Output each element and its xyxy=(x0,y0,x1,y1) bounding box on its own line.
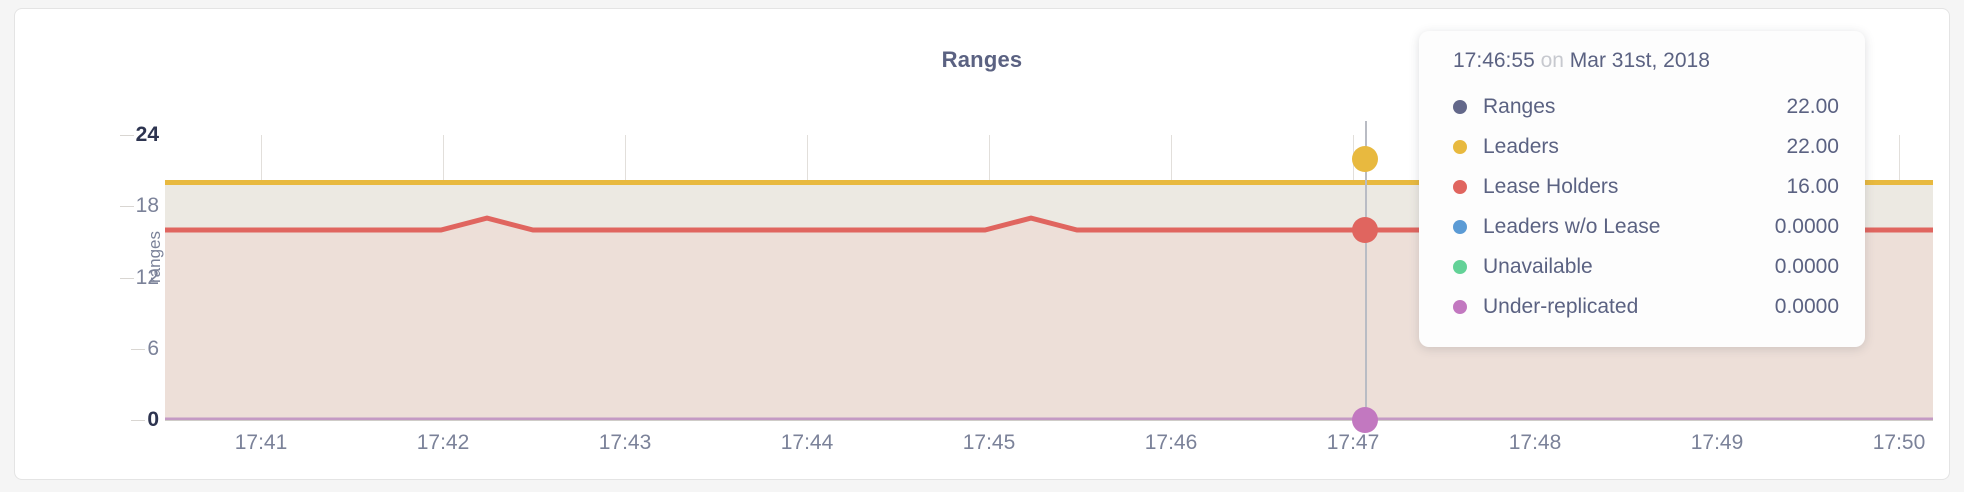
tooltip-on-word: on xyxy=(1540,49,1564,72)
x-tick-label: 17:44 xyxy=(780,431,834,454)
tooltip-series-value: 22.00 xyxy=(1786,95,1839,118)
page-title: Ranges xyxy=(941,47,1023,72)
series-color-dot-icon xyxy=(1453,100,1467,114)
tooltip-series-value: 16.00 xyxy=(1786,175,1839,198)
y-tick-label: 18 xyxy=(119,194,159,218)
tooltip-row: Leaders w/o Lease 0.0000 xyxy=(1453,207,1839,247)
y-tick-label: 6 xyxy=(131,337,159,361)
tooltip-series-label: Leaders xyxy=(1483,135,1559,158)
y-axis-label: ranges xyxy=(145,231,164,283)
series-color-dot-icon xyxy=(1453,300,1467,314)
series-color-dot-icon xyxy=(1453,220,1467,234)
hover-tooltip: 17:46:55 on Mar 31st, 2018 Ranges 22.00 Le… xyxy=(1419,31,1865,347)
x-tick-label: 17:43 xyxy=(598,431,652,454)
tooltip-row: Leaders 22.00 xyxy=(1453,127,1839,167)
x-tick-label: 17:47 xyxy=(1326,431,1380,454)
y-tick-label: 12 xyxy=(119,266,159,290)
tooltip-series-value: 0.0000 xyxy=(1774,215,1839,238)
hover-marker xyxy=(1352,407,1379,433)
x-tick-label: 17:41 xyxy=(234,431,288,454)
tooltip-date: Mar 31st, 2018 xyxy=(1569,49,1710,72)
series-color-dot-icon xyxy=(1453,140,1467,154)
hover-marker xyxy=(1352,217,1379,243)
tooltip-time: 17:46:55 xyxy=(1453,49,1535,72)
x-axis-line xyxy=(165,420,1933,421)
series-line-lease-holders xyxy=(165,215,1933,233)
tooltip-series-label: Unavailable xyxy=(1483,255,1593,278)
x-tick-label: 17:45 xyxy=(962,431,1016,454)
tooltip-row: Unavailable 0.0000 xyxy=(1453,247,1839,287)
tooltip-series-label: Under-replicated xyxy=(1483,295,1639,318)
x-tick-label: 17:48 xyxy=(1508,431,1562,454)
tooltip-row: Under-replicated 0.0000 xyxy=(1453,287,1839,327)
tooltip-rows: Ranges 22.00 Leaders 22.00 Lease Holders 16.0… xyxy=(1453,87,1839,327)
chart-card: Ranges ranges 0 6 12 18 24 17:41 17:42 17:43 17… xyxy=(14,8,1950,480)
hover-marker xyxy=(1352,145,1379,172)
tooltip-series-label: Ranges xyxy=(1483,95,1556,118)
x-tick-label: 17:50 xyxy=(1872,431,1926,454)
tooltip-series-value: 22.00 xyxy=(1786,135,1839,158)
x-tick-label: 17:49 xyxy=(1690,431,1744,454)
tooltip-series-label: Leaders w/o Lease xyxy=(1483,215,1661,238)
y-tick-label: 0 xyxy=(131,408,159,432)
tooltip-timestamp: 17:46:55 on Mar 31st, 2018 xyxy=(1453,49,1839,73)
x-tick-label: 17:42 xyxy=(416,431,470,454)
tooltip-series-value: 0.0000 xyxy=(1774,295,1839,318)
tooltip-row: Lease Holders 16.00 xyxy=(1453,167,1839,207)
series-color-dot-icon xyxy=(1453,260,1467,274)
hover-cursor-line xyxy=(1365,121,1368,420)
tooltip-series-value: 0.0000 xyxy=(1774,255,1839,278)
series-color-dot-icon xyxy=(1453,180,1467,194)
x-tick-label: 17:46 xyxy=(1144,431,1198,454)
y-tick-label: 24 xyxy=(119,123,159,147)
tooltip-row: Ranges 22.00 xyxy=(1453,87,1839,127)
tooltip-series-label: Lease Holders xyxy=(1483,175,1619,198)
